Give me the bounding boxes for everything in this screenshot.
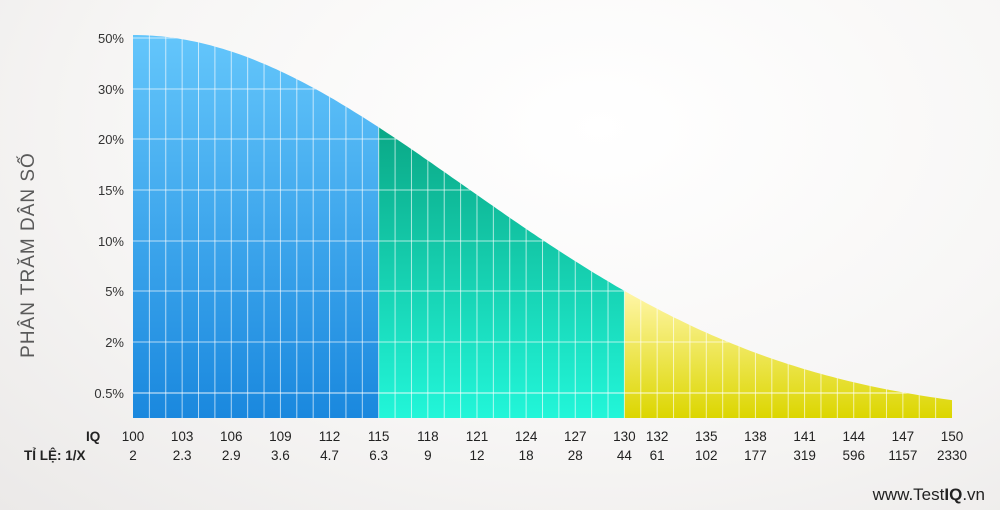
ratio-label: 2.9 <box>222 448 241 463</box>
ratio-label: 2 <box>129 448 137 463</box>
iq-label: 127 <box>564 429 587 444</box>
ratio-label: 6.3 <box>369 448 388 463</box>
iq-label: 115 <box>368 429 390 444</box>
area-segment-2 <box>378 127 625 419</box>
ratio-label: 4.7 <box>320 448 339 463</box>
iq-label: 144 <box>842 429 865 444</box>
iq-label: 147 <box>892 429 915 444</box>
y-tick-label: 0.5% <box>94 386 124 401</box>
y-tick-labels: 50% 30% 20% 15% 10% 5% 2% 0.5% <box>94 31 124 401</box>
ratio-labels: 2 2.3 2.9 3.6 4.7 6.3 9 12 18 28 44 61 102 177 319 596 1… <box>129 448 967 463</box>
iq-label: 100 <box>122 429 145 444</box>
iq-label: 135 <box>695 429 718 444</box>
ratio-row-title: TỈ LỆ: 1/X <box>24 448 86 463</box>
iq-label: 132 <box>646 429 669 444</box>
iq-label: 124 <box>515 429 538 444</box>
iq-label: 109 <box>269 429 292 444</box>
ratio-label: 28 <box>568 448 583 463</box>
y-tick-label: 15% <box>98 183 124 198</box>
y-axis-title: PHÂN TRĂM DÂN SỐ <box>17 152 39 358</box>
iq-labels: 100 103 106 109 112 115 118 121 124 127 130 132 135 1… <box>122 429 964 444</box>
ratio-label: 596 <box>842 448 865 463</box>
y-tick-label: 30% <box>98 82 124 97</box>
iq-label: 138 <box>744 429 767 444</box>
watermark-suffix: .vn <box>962 485 985 504</box>
watermark-bold: IQ <box>944 485 962 504</box>
iq-label: 150 <box>941 429 964 444</box>
ratio-label: 102 <box>695 448 718 463</box>
iq-row-title: IQ <box>86 429 100 444</box>
watermark-prefix: www.Test <box>872 485 945 504</box>
ratio-label: 2.3 <box>173 448 192 463</box>
ratio-label: 177 <box>744 448 767 463</box>
y-tick-label: 50% <box>98 31 124 46</box>
y-tick-label: 10% <box>98 234 124 249</box>
ratio-label: 9 <box>424 448 432 463</box>
iq-label: 118 <box>417 429 439 444</box>
ratio-label: 61 <box>650 448 665 463</box>
ratio-label: 319 <box>793 448 816 463</box>
iq-label: 141 <box>793 429 816 444</box>
ratio-label: 3.6 <box>271 448 290 463</box>
iq-label: 112 <box>319 429 341 444</box>
y-tick-label: 20% <box>98 132 124 147</box>
y-tick-label: 2% <box>105 335 124 350</box>
ratio-label: 2330 <box>937 448 967 463</box>
iq-label: 121 <box>466 429 489 444</box>
watermark: www.TestIQ.vn <box>872 485 985 504</box>
ratio-label: 12 <box>469 448 484 463</box>
iq-label: 106 <box>220 429 243 444</box>
iq-label: 130 <box>613 429 636 444</box>
iq-label: 103 <box>171 429 194 444</box>
ratio-label: 44 <box>617 448 633 463</box>
y-tick-label: 5% <box>105 284 124 299</box>
area-segment-1 <box>133 35 379 418</box>
ratio-label: 1157 <box>888 448 917 463</box>
ratio-label: 18 <box>519 448 534 463</box>
